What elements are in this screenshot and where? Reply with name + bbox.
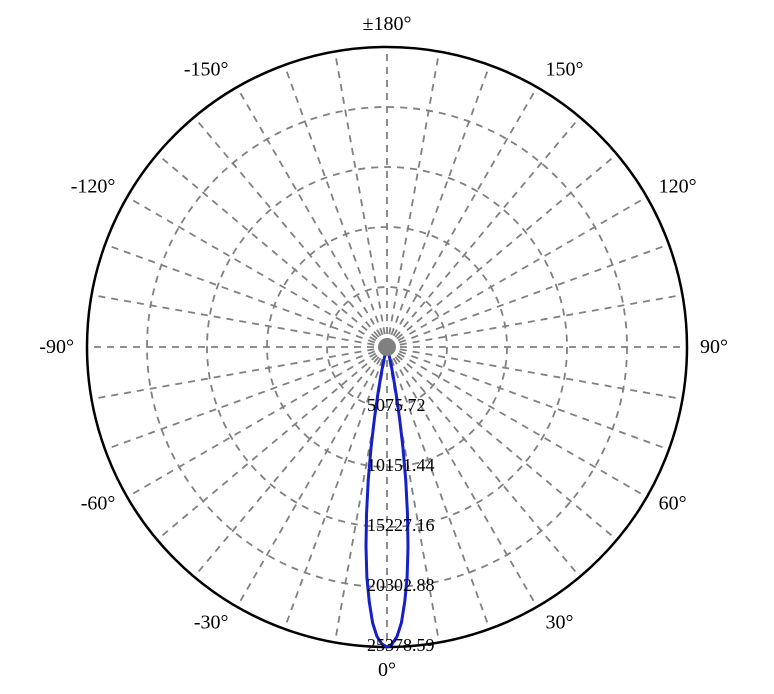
- angle-label: 0°: [378, 659, 396, 681]
- angle-label: 30°: [546, 612, 574, 634]
- ring-value-label: 15227.16: [367, 515, 435, 535]
- angle-label: ±180°: [363, 13, 412, 35]
- polar-chart: 0° 30° 60° 90° 120° 150° ±180° -150° -120° -90° -6…: [0, 0, 774, 694]
- ring-value-label: 20302.88: [367, 575, 435, 595]
- angle-label: -90°: [39, 336, 74, 358]
- center-dot: [378, 338, 396, 356]
- angle-label: 120°: [659, 176, 697, 198]
- ring-value-label: 5075.72: [367, 395, 426, 415]
- angle-label: 90°: [700, 336, 728, 358]
- angle-label: -30°: [194, 612, 229, 634]
- ring-value-label: 10151.44: [367, 455, 435, 475]
- angle-label: -120°: [71, 176, 116, 198]
- ring-value-label: 25378.59: [367, 635, 435, 655]
- angle-label: -60°: [81, 493, 116, 515]
- angle-label: 150°: [546, 58, 584, 80]
- angle-label: -150°: [184, 58, 229, 80]
- angle-label: 60°: [659, 493, 687, 515]
